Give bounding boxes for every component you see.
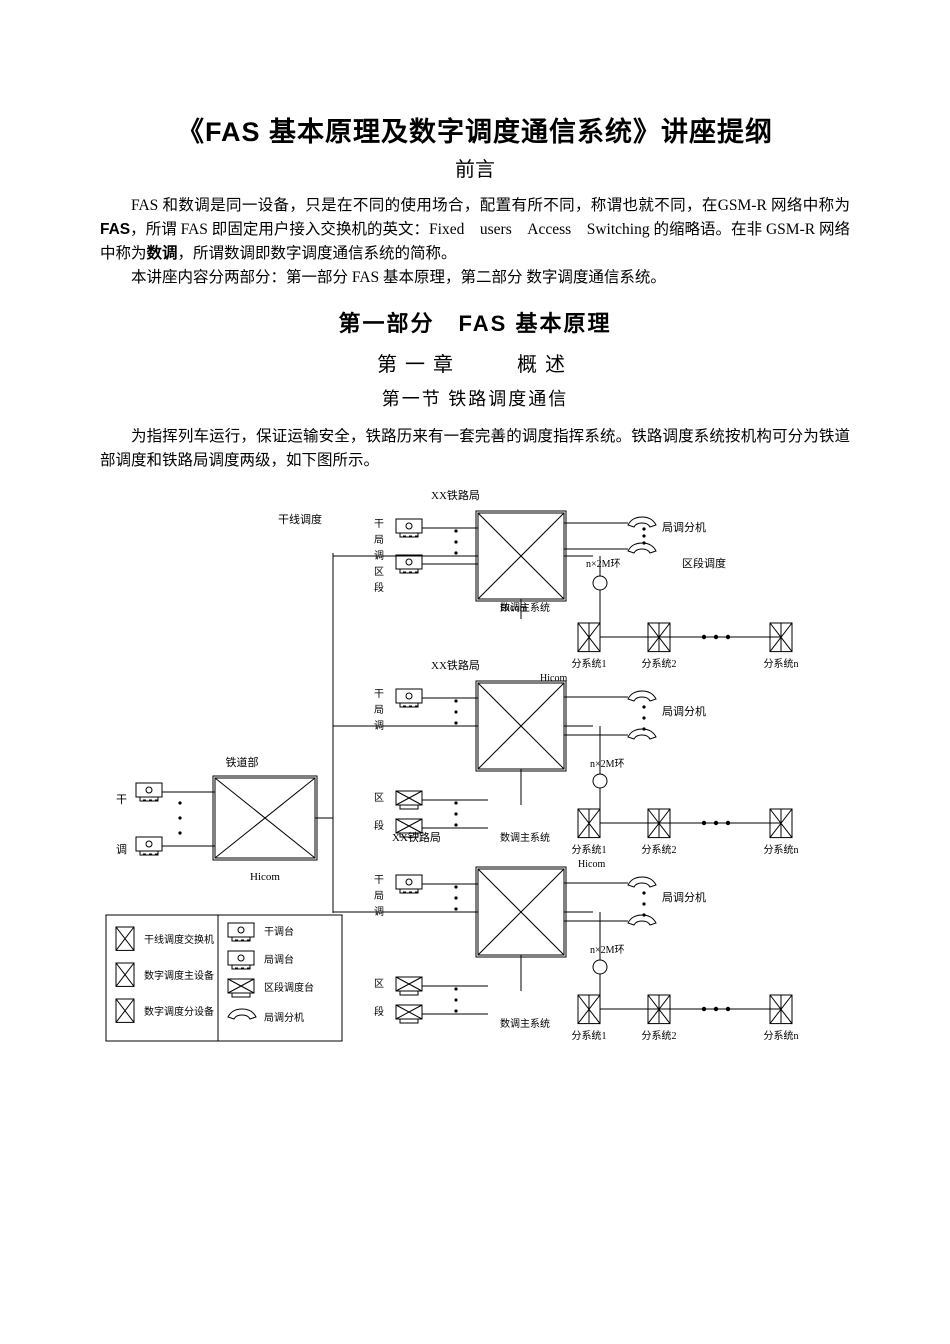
svg-text:局调分机: 局调分机 [662,520,706,534]
svg-text:干线调度交换机: 干线调度交换机 [144,933,214,946]
svg-text:分系统1: 分系统1 [572,657,607,670]
svg-text:局: 局 [374,704,384,716]
svg-text:分系统2: 分系统2 [642,1029,677,1042]
svg-text:干: 干 [374,519,384,530]
svg-text:n×2M环: n×2M环 [590,759,625,770]
svg-text:分系统2: 分系统2 [642,843,677,856]
svg-text:n×2M环: n×2M环 [586,559,621,570]
svg-text:调: 调 [374,550,384,562]
preface-p2: 本讲座内容分两部分：第一部分 FAS 基本原理，第二部分 数字调度通信系统。 [100,266,850,290]
svg-text:局调分机: 局调分机 [264,1011,304,1024]
preface-p1-sd: 数调 [147,245,178,262]
svg-text:XX铁路局: XX铁路局 [392,831,441,844]
svg-text:Hicom: Hicom [250,871,280,883]
svg-text:调: 调 [374,906,384,918]
svg-text:干: 干 [116,794,127,806]
svg-text:调: 调 [374,720,384,732]
svg-text:分系统1: 分系统1 [572,843,607,856]
svg-text:区段调度台: 区段调度台 [264,981,314,994]
preface-title: 前言 [100,153,850,182]
svg-text:调: 调 [116,843,127,856]
svg-text:局调分机: 局调分机 [662,704,706,718]
svg-text:局调台: 局调台 [264,953,294,966]
svg-text:分系统1: 分系统1 [572,1029,607,1042]
svg-text:分系统2: 分系统2 [642,657,677,670]
figure-wrap: 干线调度铁道部Hicom干调XX铁路局Hicom干局调区段n×2M环局调分机区段… [100,483,850,1078]
part1-title: 第一部分 FAS 基本原理 [100,306,850,338]
svg-text:局调分机: 局调分机 [662,890,706,904]
preface-p1: FAS 和数调是同一设备，只是在不同的使用场合，配置有所不同，称谓也就不同，在G… [100,194,850,266]
svg-text:区: 区 [374,792,384,804]
svg-text:段: 段 [374,581,384,594]
svg-text:铁道部: 铁道部 [226,755,259,769]
svg-text:局: 局 [374,890,384,902]
chapter-title: 第一章 概述 [100,348,850,377]
svg-text:干: 干 [374,875,384,886]
svg-text:分系统n: 分系统n [764,1029,799,1042]
svg-text:XX铁路局: XX铁路局 [431,489,480,502]
svg-text:数字调度主设备: 数字调度主设备 [144,969,214,982]
svg-text:数调主系统: 数调主系统 [500,601,550,614]
svg-text:局: 局 [374,534,384,546]
svg-text:干: 干 [374,689,384,700]
svg-text:区: 区 [374,978,384,990]
preface-p1-a: FAS 和数调是同一设备，只是在不同的使用场合，配置有所不同，称谓也就不同，在G… [131,197,850,214]
svg-text:干线调度: 干线调度 [278,512,322,526]
svg-text:数字调度分设备: 数字调度分设备 [144,1005,214,1018]
svg-text:段: 段 [374,819,384,832]
svg-text:分系统n: 分系统n [764,843,799,856]
section-title: 第一节 铁路调度通信 [100,385,850,411]
network-diagram: 干线调度铁道部Hicom干调XX铁路局Hicom干局调区段n×2M环局调分机区段… [100,483,850,1073]
svg-text:分系统n: 分系统n [764,657,799,670]
svg-text:n×2M环: n×2M环 [590,945,625,956]
svg-text:干调台: 干调台 [264,925,294,938]
preface-p1-fas: FAS [100,221,130,238]
page-title: 《FAS 基本原理及数字调度通信系统》讲座提纲 [100,110,850,149]
svg-text:段: 段 [374,1005,384,1018]
svg-text:数调主系统: 数调主系统 [500,1017,550,1030]
svg-text:数调主系统: 数调主系统 [500,831,550,844]
svg-text:XX铁路局: XX铁路局 [431,659,480,672]
svg-text:Hicom: Hicom [578,859,605,870]
preface-p1-c: ，所谓数调即数字调度通信系统的简称。 [178,245,457,262]
svg-text:区: 区 [374,566,384,578]
svg-text:区段调度: 区段调度 [682,556,726,570]
svg-text:Hicom: Hicom [540,673,567,684]
body-p1: 为指挥列车运行，保证运输安全，铁路历来有一套完善的调度指挥系统。铁路调度系统按机… [100,425,850,473]
